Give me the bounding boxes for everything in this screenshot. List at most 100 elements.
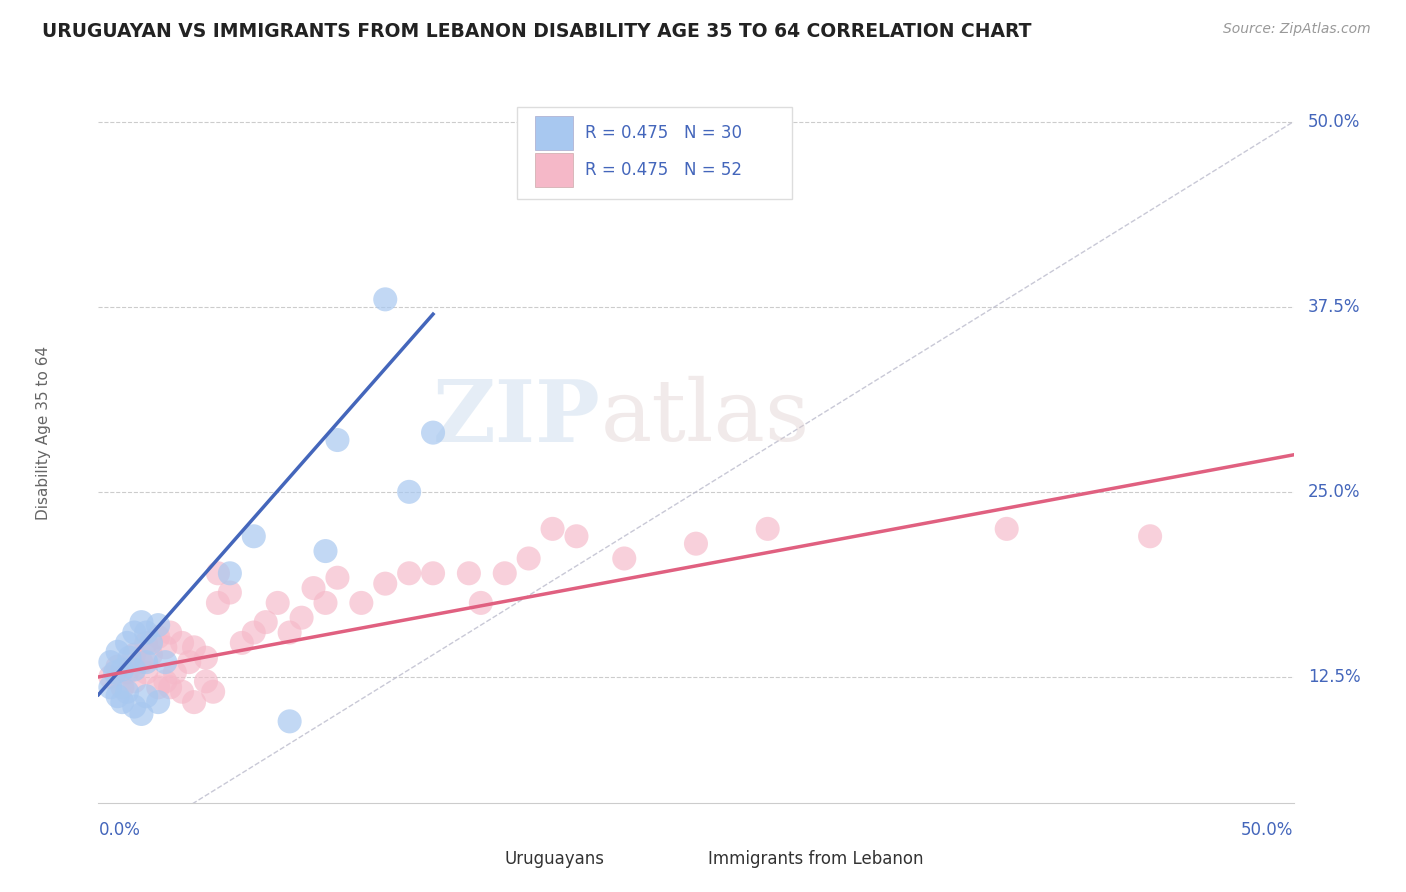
Point <box>350 596 373 610</box>
Point <box>148 618 170 632</box>
Point <box>207 566 229 581</box>
Point <box>135 636 157 650</box>
Point <box>115 636 138 650</box>
Text: Immigrants from Lebanon: Immigrants from Lebanon <box>709 850 924 868</box>
Point <box>541 522 564 536</box>
Point <box>111 695 134 709</box>
Point <box>135 625 157 640</box>
Point <box>104 665 127 680</box>
Point <box>148 630 170 644</box>
Point <box>131 706 153 721</box>
Point <box>148 681 170 695</box>
Point <box>458 566 481 581</box>
Point <box>613 551 636 566</box>
Point <box>470 596 492 610</box>
Point <box>326 571 349 585</box>
Point <box>315 596 337 610</box>
Point <box>756 522 779 536</box>
Point <box>494 566 516 581</box>
Point <box>219 585 242 599</box>
Text: R = 0.475   N = 52: R = 0.475 N = 52 <box>585 161 742 178</box>
Point <box>231 636 253 650</box>
Point <box>254 615 277 629</box>
Point <box>111 663 134 677</box>
Point <box>124 663 146 677</box>
Point <box>107 645 129 659</box>
Point <box>139 636 162 650</box>
Point <box>374 293 396 307</box>
FancyBboxPatch shape <box>669 844 703 875</box>
Point <box>267 596 290 610</box>
Text: 0.0%: 0.0% <box>98 821 141 838</box>
Point <box>115 685 138 699</box>
Point <box>107 659 129 673</box>
Text: Source: ZipAtlas.com: Source: ZipAtlas.com <box>1223 22 1371 37</box>
Point <box>155 655 177 669</box>
Point <box>98 655 122 669</box>
Point <box>124 699 146 714</box>
Text: Disability Age 35 to 64: Disability Age 35 to 64 <box>35 345 51 520</box>
Point <box>131 655 153 669</box>
Point <box>115 665 138 680</box>
Point <box>685 536 707 550</box>
FancyBboxPatch shape <box>467 844 501 875</box>
Text: Uruguayans: Uruguayans <box>505 850 605 868</box>
FancyBboxPatch shape <box>517 107 792 200</box>
Point <box>302 581 325 595</box>
Point <box>1139 529 1161 543</box>
Point <box>278 625 301 640</box>
Point <box>155 674 177 689</box>
Point <box>243 625 266 640</box>
Point <box>159 625 181 640</box>
Point <box>995 522 1018 536</box>
Point <box>291 610 314 624</box>
Point <box>195 674 218 689</box>
Text: 25.0%: 25.0% <box>1308 483 1361 500</box>
Point <box>111 681 134 695</box>
Point <box>159 681 181 695</box>
Point <box>118 650 141 665</box>
Point <box>98 670 122 684</box>
Point <box>207 596 229 610</box>
Point <box>131 615 153 629</box>
Text: ZIP: ZIP <box>433 376 600 459</box>
Point <box>179 655 201 669</box>
Point <box>315 544 337 558</box>
Point <box>374 576 396 591</box>
Point <box>98 681 122 695</box>
Text: 50.0%: 50.0% <box>1308 112 1360 130</box>
Point <box>124 648 146 662</box>
Point <box>155 640 177 655</box>
Point <box>202 685 225 699</box>
Point <box>148 695 170 709</box>
Text: 50.0%: 50.0% <box>1241 821 1294 838</box>
Point <box>278 714 301 729</box>
Text: 37.5%: 37.5% <box>1308 298 1361 316</box>
Point <box>219 566 242 581</box>
Point <box>195 650 218 665</box>
Point <box>163 665 186 680</box>
Point <box>517 551 540 566</box>
Point <box>183 640 205 655</box>
Point <box>135 655 157 669</box>
Point <box>183 695 205 709</box>
Text: R = 0.475   N = 30: R = 0.475 N = 30 <box>585 124 742 142</box>
Point <box>107 689 129 703</box>
Point <box>565 529 588 543</box>
Point <box>398 484 420 499</box>
Point <box>124 625 146 640</box>
Point <box>124 674 146 689</box>
FancyBboxPatch shape <box>534 116 572 150</box>
FancyBboxPatch shape <box>534 153 572 186</box>
Point <box>243 529 266 543</box>
Text: 12.5%: 12.5% <box>1308 668 1361 686</box>
Point <box>326 433 349 447</box>
Point <box>422 566 444 581</box>
Point <box>398 566 420 581</box>
Point <box>172 636 194 650</box>
Point <box>139 648 162 662</box>
Point <box>135 689 157 703</box>
Text: atlas: atlas <box>600 376 810 459</box>
Point <box>422 425 444 440</box>
Point <box>135 665 157 680</box>
